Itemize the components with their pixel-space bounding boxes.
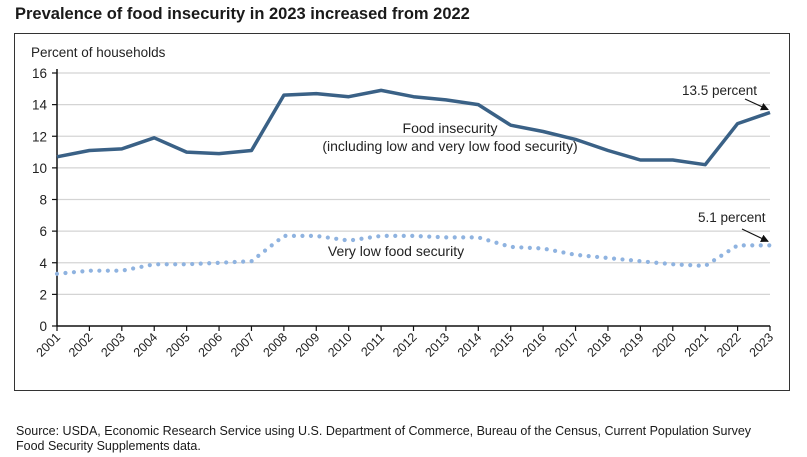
x-tick-label: 2005	[163, 330, 193, 360]
x-tick-label: 2007	[228, 330, 258, 360]
x-tick-label: 2022	[714, 330, 744, 360]
y-tick-label: 2	[39, 287, 47, 302]
x-axis-ticks: 2001 2002 2003 2004 2005 2006 2007 2008 2009 2010…	[34, 326, 777, 360]
y-tick-label: 16	[32, 66, 47, 81]
chart-frame	[14, 33, 790, 391]
chart-title: Prevalence of food insecurity in 2023 in…	[15, 5, 470, 23]
x-tick-label: 2015	[487, 330, 517, 360]
gridlines	[57, 72, 770, 295]
annotation-label: 5.1 percent	[698, 210, 766, 225]
source-line-1: Source: USDA, Economic Research Service …	[16, 424, 752, 438]
y-tick-label: 12	[32, 129, 47, 144]
x-tick-label: 2023	[747, 330, 777, 360]
x-tick-label: 2008	[260, 330, 290, 360]
very-low-food-security-line	[54, 233, 773, 276]
food-insecurity-label: Food insecurity	[403, 120, 498, 136]
source-line-2: Food Security Supplements data.	[16, 439, 201, 453]
food-insecurity-line	[56, 88, 771, 167]
y-tick-label: 8	[39, 193, 47, 208]
x-tick-label: 2012	[390, 330, 420, 360]
x-tick-label: 2009	[293, 330, 323, 360]
x-tick-label: 2010	[325, 330, 355, 360]
y-tick-label: 14	[32, 98, 48, 113]
x-tick-label: 2019	[617, 330, 647, 360]
x-tick-label: 2013	[422, 330, 452, 360]
y-axis-ticks: 0 2 4 6 8 10 12 14 16	[32, 66, 770, 334]
x-tick-label: 2001	[34, 330, 64, 360]
x-tick-label: 2016	[520, 330, 550, 360]
x-tick-label: 2002	[66, 330, 96, 360]
series-labels: Food insecurity (including low and very l…	[322, 120, 577, 259]
x-tick-label: 2006	[196, 330, 226, 360]
annotations: 13.5 percent 5.1 percent	[682, 83, 769, 242]
source-note: Source: USDA, Economic Research Service …	[16, 424, 806, 454]
x-tick-label: 2021	[682, 330, 712, 360]
food-insecurity-label-sub: (including low and very low food securit…	[322, 138, 577, 154]
annotation-arrow	[744, 98, 769, 111]
x-tick-label: 2004	[131, 330, 161, 360]
y-tick-label: 10	[32, 161, 47, 176]
x-tick-label: 2020	[649, 330, 679, 360]
annotation-arrow	[741, 228, 769, 242]
y-tick-label: 6	[39, 224, 47, 239]
x-tick-label: 2011	[358, 330, 387, 359]
x-tick-label: 2017	[552, 330, 582, 360]
line-chart: Percent of households 0 2 4 6 8 10 12 14 16 2001…	[31, 45, 777, 360]
y-tick-label: 4	[39, 256, 47, 271]
x-tick-label: 2018	[585, 330, 615, 360]
x-tick-label: 2014	[455, 330, 485, 360]
annotation-label: 13.5 percent	[682, 83, 757, 98]
series-lines	[54, 88, 773, 276]
x-tick-label: 2003	[98, 330, 128, 360]
very-low-food-security-label: Very low food security	[328, 243, 464, 259]
y-tick-label: 0	[39, 319, 47, 334]
y-axis-label: Percent of households	[31, 45, 166, 60]
